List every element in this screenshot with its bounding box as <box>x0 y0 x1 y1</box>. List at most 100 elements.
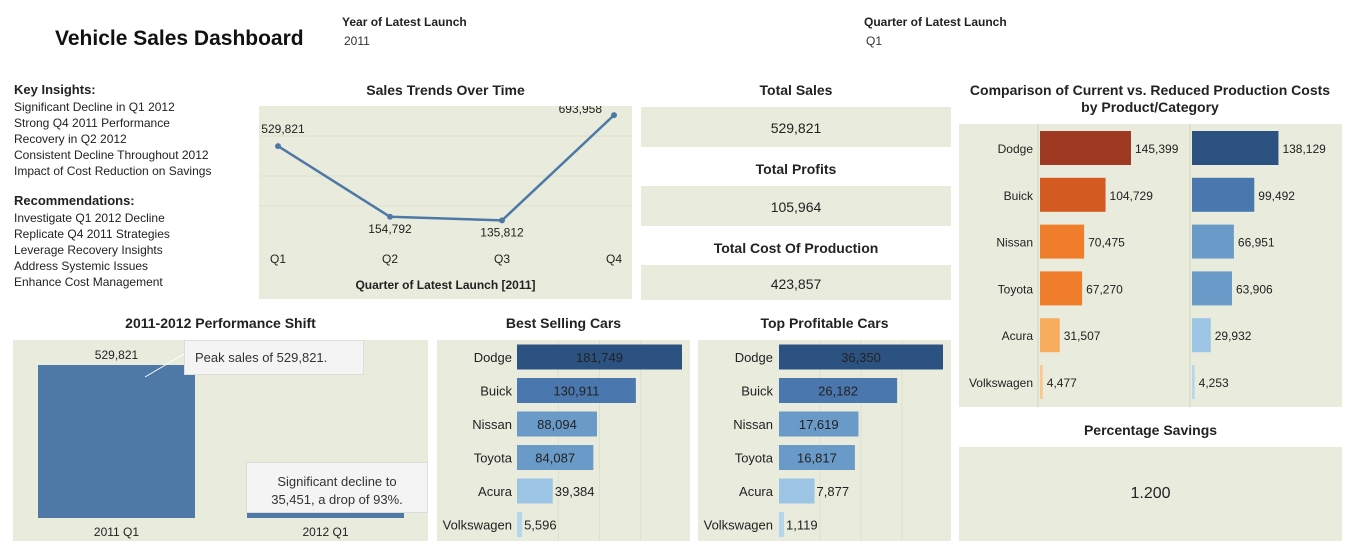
bar-data-label: 181,749 <box>576 350 623 365</box>
bar-category-label: Dodge <box>735 350 773 365</box>
filter-year-value[interactable]: 2011 <box>344 34 370 48</box>
top-profitable-panel: Dodge 36,350 Buick 26,182 Nissan 17,619 Toyota… <box>698 340 951 541</box>
performance-shift-bar <box>38 365 195 518</box>
bar-category-label: Acura <box>739 484 774 499</box>
sales-trend-panel: 529,821 Q1 154,792 Q2 135,812 Q3 693,958 Q4 Quar… <box>259 102 632 299</box>
bar <box>517 378 636 403</box>
cost-comparison-title: Comparison of Current vs. Reduced Produc… <box>969 82 1331 115</box>
bar <box>1192 318 1211 353</box>
savings-panel: 1.200 <box>959 447 1342 541</box>
bar-data-label: 5,596 <box>524 518 557 533</box>
kpi-total-sales-value: 529,821 <box>770 120 822 136</box>
best-selling-panel: Dodge 181,749 Buick 130,911 Nissan 88,094 Toyo… <box>437 340 690 541</box>
recommendation-item: Investigate Q1 2012 Decline <box>14 211 165 225</box>
savings-value: 1.200 <box>1130 485 1171 502</box>
sales-trend-line <box>277 114 615 222</box>
key-insight-item: Impact of Cost Reduction on Savings <box>14 164 212 178</box>
bar <box>517 344 682 370</box>
sales-trend-tick-label: Q2 <box>382 252 398 266</box>
key-insight-item: Recovery in Q2 2012 <box>14 132 127 146</box>
bar <box>779 378 898 403</box>
recommendation-item: Enhance Cost Management <box>14 275 163 289</box>
bar-data-label: 88,094 <box>537 417 577 432</box>
cost-comparison-chart: Dodge 145,399 138,129 Buick 104,729 99,492 Nis… <box>969 124 1326 407</box>
sales-trend-tick-label: Q4 <box>606 252 622 266</box>
performance-shift-title: 2011-2012 Performance Shift <box>125 315 316 331</box>
bar-category-label: Buick <box>741 384 773 399</box>
performance-shift-chart: 2011 Q1 529,821 2012 Q1 <box>38 348 404 539</box>
filter-quarter-label: Quarter of Latest Launch <box>864 15 1007 29</box>
bar <box>779 478 815 504</box>
bar-category-label: Volkswagen <box>969 376 1033 390</box>
sales-trend-data-label: 693,958 <box>559 106 603 116</box>
sales-trend-data-label: 135,812 <box>480 225 524 239</box>
performance-shift-panel: 2011 Q1 529,821 2012 Q1 Peak sales of 529,… <box>13 340 428 541</box>
bar-data-label: 7,877 <box>817 484 850 499</box>
best-selling-title: Best Selling Cars <box>505 315 622 331</box>
performance-shift-tick-label: 2012 Q1 <box>302 525 348 539</box>
bar-category-label: Buick <box>1004 189 1034 203</box>
bar-data-label: 104,729 <box>1110 189 1154 203</box>
key-insight-item: Strong Q4 2011 Performance <box>14 116 170 130</box>
sales-trend-tick-label: Q1 <box>270 252 286 266</box>
bar-data-label: 39,384 <box>555 484 595 499</box>
bar-data-label: 4,253 <box>1199 376 1229 390</box>
bar <box>1192 271 1232 306</box>
recommendation-item: Address Systemic Issues <box>14 259 149 273</box>
bar <box>1040 177 1106 212</box>
sales-trend-point <box>499 217 505 224</box>
bar-data-label: 1,119 <box>786 518 818 533</box>
sales-trend-data-label: 154,792 <box>368 222 412 236</box>
bar-data-label: 66,951 <box>1238 236 1275 250</box>
bar-data-label: 4,477 <box>1047 376 1077 390</box>
bar-category-label: Nissan <box>472 417 512 432</box>
sales-trend-chart: 529,821 Q1 154,792 Q2 135,812 Q3 693,958 Q4 Quar… <box>259 102 632 292</box>
bar <box>1192 177 1255 212</box>
bar-data-label: 130,911 <box>553 384 599 399</box>
recommendations-heading: Recommendations: <box>14 193 135 208</box>
best-selling-chart: Dodge 181,749 Buick 130,911 Nissan 88,094 Toyo… <box>443 340 682 541</box>
recommendation-item: Replicate Q4 2011 Strategies <box>14 227 170 241</box>
sales-trend-tick-label: Q3 <box>494 252 510 266</box>
top-profitable-title: Top Profitable Cars <box>760 315 889 331</box>
bar-data-label: 17,619 <box>799 417 839 432</box>
performance-shift-data-label: 529,821 <box>95 348 139 362</box>
kpi-total-cost-value: 423,857 <box>770 276 822 292</box>
bar-data-label: 63,906 <box>1236 282 1273 296</box>
sales-trend-point <box>275 143 281 150</box>
bar <box>779 445 855 470</box>
bar <box>1192 365 1195 399</box>
savings-title: Percentage Savings <box>1083 422 1218 438</box>
filter-quarter-value[interactable]: Q1 <box>866 34 883 48</box>
performance-shift-tick-label: 2011 Q1 <box>94 525 139 539</box>
bar-data-label: 26,182 <box>818 384 858 399</box>
bar-data-label: 70,475 <box>1088 236 1125 250</box>
bar-category-label: Buick <box>480 384 512 399</box>
key-insights-heading: Key Insights: <box>14 82 96 97</box>
sales-trend-point <box>387 213 393 220</box>
kpi-total-sales-label: Total Sales <box>759 82 833 98</box>
peak-callout: Peak sales of 529,821. <box>184 340 364 375</box>
sales-trend-point <box>611 112 617 119</box>
bar <box>1040 318 1060 353</box>
bar <box>1192 131 1279 165</box>
callout-connector <box>144 353 185 378</box>
bar-data-label: 36,350 <box>841 350 881 365</box>
bar <box>1192 224 1234 259</box>
bar-category-label: Volkswagen <box>704 518 773 533</box>
kpi-total-sales-panel: 529,821 <box>641 107 951 147</box>
bar <box>779 512 785 537</box>
bar-category-label: Toyota <box>735 451 774 466</box>
bar <box>779 344 943 370</box>
bar <box>1040 224 1085 259</box>
bar <box>1040 271 1083 306</box>
cost-comparison-panel: Dodge 145,399 138,129 Buick 104,729 99,492 Nis… <box>959 124 1342 407</box>
bar-category-label: Dodge <box>998 142 1034 156</box>
kpi-total-cost-label: Total Cost Of Production <box>713 240 879 256</box>
kpi-total-profits-panel: 105,964 <box>641 186 951 226</box>
bar <box>1040 131 1131 165</box>
bar <box>779 411 859 437</box>
insights-panel: Key Insights: Significant Decline in Q1 … <box>14 82 249 290</box>
kpi-total-cost-panel: 423,857 <box>641 265 951 300</box>
sales-trend-title: Sales Trends Over Time <box>366 82 525 98</box>
